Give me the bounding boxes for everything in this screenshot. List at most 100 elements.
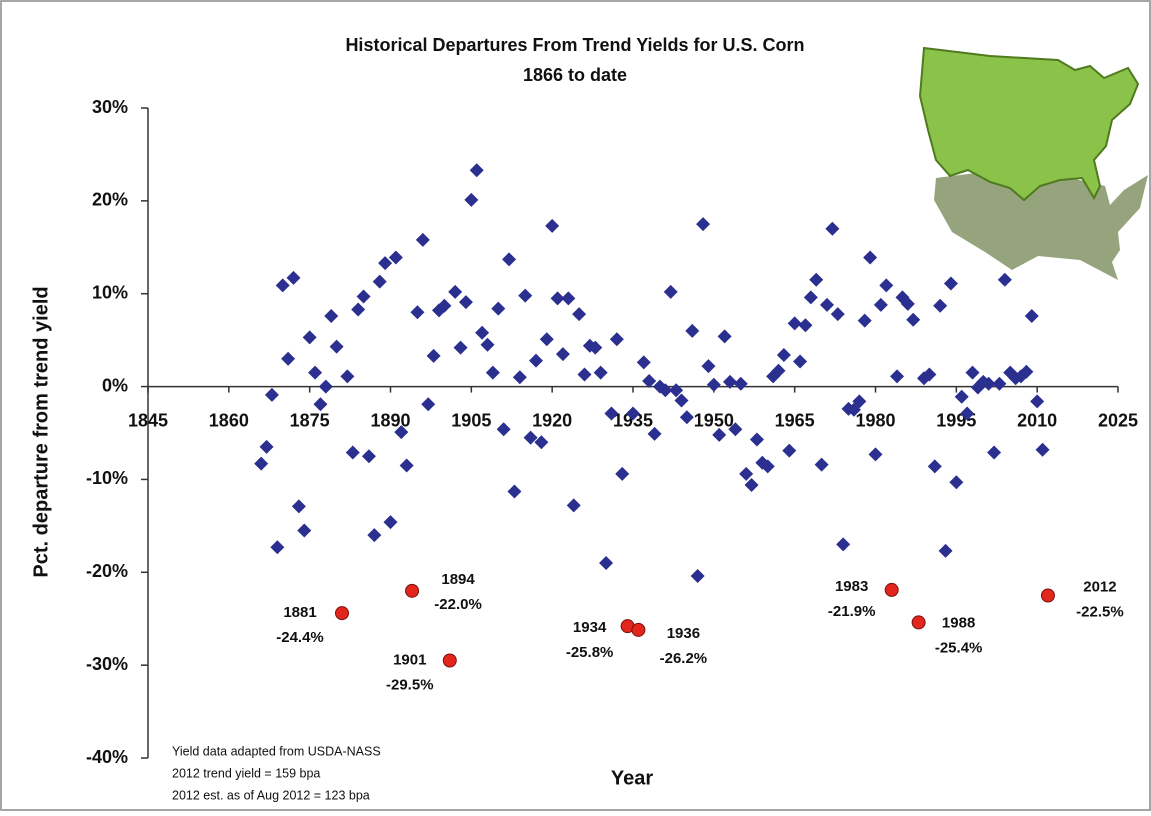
- data-point: [965, 365, 980, 380]
- data-point: [550, 291, 565, 306]
- data-point: [836, 537, 851, 552]
- data-point: [566, 498, 581, 513]
- data-point: [938, 543, 953, 558]
- data-point: [453, 340, 468, 355]
- data-point: [302, 330, 317, 345]
- y-tick-label: 30%: [92, 97, 128, 117]
- point-value-label: -26.2%: [660, 650, 708, 667]
- point-year-label: 1881: [283, 604, 316, 621]
- data-point: [448, 284, 463, 299]
- data-point: [733, 376, 748, 391]
- data-point: [561, 291, 576, 306]
- x-tick-label: 1980: [855, 410, 895, 430]
- data-point: [658, 383, 673, 398]
- data-point: [863, 250, 878, 265]
- x-tick-label: 1905: [451, 410, 491, 430]
- data-point: [512, 370, 527, 385]
- data-point: [701, 359, 716, 374]
- data-point: [981, 376, 996, 391]
- data-point: [254, 456, 269, 471]
- data-point: [690, 569, 705, 583]
- data-point: [900, 296, 915, 311]
- data-point: [464, 192, 479, 207]
- data-point: [712, 427, 727, 442]
- data-point: [798, 318, 813, 333]
- data-point: [728, 422, 743, 437]
- data-point: [534, 435, 549, 450]
- data-point: [663, 284, 678, 299]
- data-point: [485, 365, 500, 380]
- point-year-label: 1934: [573, 619, 607, 636]
- highlight-point: [1040, 588, 1055, 603]
- point-year-label: 1983: [835, 578, 868, 595]
- x-tick-label: 2025: [1098, 410, 1138, 430]
- data-point: [507, 484, 522, 499]
- data-point: [749, 432, 764, 447]
- highlight-point: [335, 606, 349, 621]
- data-point: [399, 458, 414, 473]
- point-value-label: -29.5%: [386, 676, 434, 693]
- chart-subtitle: 1866 to date: [523, 65, 627, 85]
- y-axis-label: Pct. departure from trend yield: [30, 286, 52, 577]
- data-point: [744, 478, 759, 492]
- note: 2012 trend yield = 159 bpa: [172, 766, 320, 780]
- data-point: [674, 393, 689, 408]
- data-point: [803, 290, 818, 305]
- data-point: [415, 232, 430, 247]
- data-point: [270, 540, 285, 555]
- data-point: [518, 288, 533, 303]
- data-point: [857, 313, 872, 328]
- y-tick-label: 0%: [102, 375, 128, 395]
- data-point: [356, 289, 371, 304]
- highlight-point: [911, 615, 926, 630]
- highlight-point: [442, 653, 457, 668]
- data-point: [830, 307, 845, 322]
- data-point: [922, 367, 937, 382]
- data-point: [647, 426, 662, 441]
- us-map-icon: [918, 46, 1148, 280]
- data-point: [324, 309, 339, 323]
- point-value-label: -22.5%: [1076, 603, 1124, 620]
- x-tick-label: 1965: [775, 410, 815, 430]
- data-point: [890, 369, 905, 384]
- y-tick-label: -40%: [86, 747, 128, 767]
- x-tick-label: 2010: [1017, 410, 1057, 430]
- data-point: [480, 337, 495, 352]
- y-tick-label: -10%: [86, 468, 128, 488]
- data-point: [960, 406, 975, 421]
- data-point: [776, 348, 791, 362]
- data-point: [1024, 309, 1039, 323]
- data-point: [458, 295, 473, 310]
- data-point: [308, 365, 323, 380]
- data-point: [992, 376, 1007, 391]
- data-point: [426, 348, 441, 363]
- y-tick-label: 20%: [92, 190, 128, 210]
- data-point: [383, 515, 398, 530]
- data-point: [615, 466, 630, 481]
- data-point: [351, 302, 366, 317]
- data-point: [475, 325, 490, 340]
- data-point: [491, 301, 506, 316]
- data-point: [879, 278, 894, 293]
- x-tick-label: 1950: [694, 410, 734, 430]
- data-point: [717, 329, 732, 344]
- highlight-point: [405, 583, 420, 598]
- point-year-label: 1901: [393, 651, 426, 668]
- data-point: [410, 305, 425, 320]
- data-point: [529, 353, 543, 368]
- data-point: [679, 410, 694, 425]
- point-value-label: -25.4%: [935, 639, 983, 656]
- data-point: [593, 365, 608, 380]
- data-point: [378, 256, 393, 271]
- data-point: [954, 389, 969, 404]
- data-point: [868, 447, 883, 462]
- data-point: [1030, 394, 1045, 409]
- data-point: [987, 445, 1002, 460]
- data-point: [626, 406, 640, 421]
- data-point: [372, 274, 387, 289]
- x-tick-label: 1860: [209, 410, 249, 430]
- data-point: [782, 443, 797, 458]
- point-year-label: 1894: [441, 571, 475, 588]
- data-point: [609, 332, 624, 347]
